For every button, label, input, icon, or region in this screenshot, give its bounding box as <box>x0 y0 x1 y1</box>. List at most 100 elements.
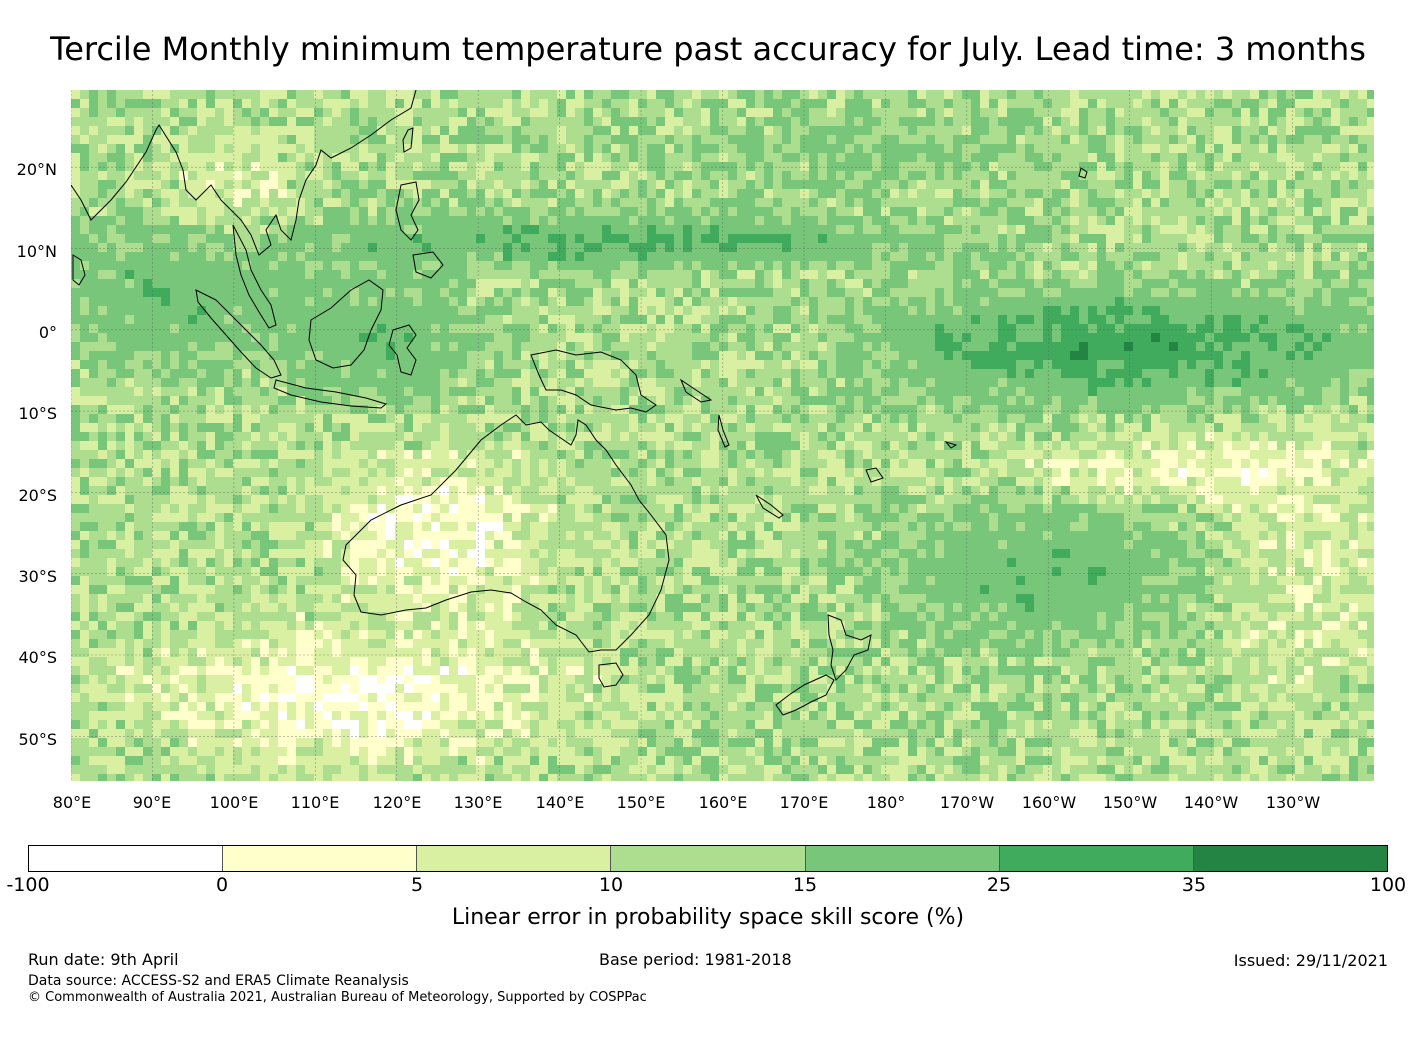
grid-cell <box>1358 153 1368 163</box>
grid-cell <box>530 279 540 289</box>
grid-cell <box>998 279 1008 289</box>
grid-cell <box>1151 117 1161 127</box>
grid-cell <box>899 288 909 298</box>
grid-cell <box>341 396 351 406</box>
grid-cell <box>350 333 360 343</box>
grid-cell <box>404 378 414 388</box>
grid-cell <box>1196 360 1206 370</box>
grid-cell <box>953 108 963 118</box>
grid-cell <box>1160 117 1170 127</box>
grid-cell <box>395 144 405 154</box>
grid-cell <box>1304 261 1314 271</box>
grid-cell <box>728 108 738 118</box>
grid-cell <box>683 90 693 100</box>
grid-cell <box>251 378 261 388</box>
grid-cell <box>251 342 261 352</box>
grid-cell <box>1178 360 1188 370</box>
grid-cell <box>143 135 153 145</box>
grid-cell <box>773 252 783 262</box>
grid-cell <box>1160 108 1170 118</box>
grid-cell <box>260 288 270 298</box>
grid-cell <box>377 387 387 397</box>
grid-cell <box>701 171 711 181</box>
grid-cell <box>611 225 621 235</box>
grid-cell <box>1196 270 1206 280</box>
grid-cell <box>773 243 783 253</box>
grid-cell <box>116 99 126 109</box>
grid-cell <box>854 207 864 217</box>
grid-cell <box>188 378 198 388</box>
grid-cell <box>1133 261 1143 271</box>
grid-cell <box>1322 351 1332 361</box>
grid-cell <box>944 270 954 280</box>
grid-cell <box>332 234 342 244</box>
grid-cell <box>422 369 432 379</box>
grid-cell <box>395 351 405 361</box>
grid-cell <box>1151 135 1161 145</box>
grid-cell <box>476 225 486 235</box>
grid-cell <box>728 297 738 307</box>
grid-cell <box>1232 108 1242 118</box>
grid-cell <box>998 108 1008 118</box>
grid-cell <box>431 324 441 334</box>
grid-cell <box>629 279 639 289</box>
grid-cell <box>1250 333 1260 343</box>
grid-cell <box>1016 351 1026 361</box>
grid-cell <box>206 153 216 163</box>
grid-cell <box>1322 306 1332 316</box>
grid-cell <box>143 342 153 352</box>
grid-cell <box>350 387 360 397</box>
grid-cell <box>1331 315 1341 325</box>
grid-cell <box>539 378 549 388</box>
grid-cell <box>314 198 324 208</box>
grid-cell <box>971 171 981 181</box>
grid-cell <box>1196 351 1206 361</box>
grid-cell <box>602 360 612 370</box>
grid-cell <box>80 396 90 406</box>
grid-cell <box>413 324 423 334</box>
grid-cell <box>665 360 675 370</box>
grid-cell <box>116 270 126 280</box>
grid-cell <box>998 171 1008 181</box>
grid-cell <box>341 117 351 127</box>
grid-cell <box>1196 99 1206 109</box>
grid-cell <box>314 315 324 325</box>
grid-cell <box>782 99 792 109</box>
grid-cell <box>161 333 171 343</box>
grid-cell <box>629 342 639 352</box>
grid-cell <box>476 189 486 199</box>
grid-cell <box>872 297 882 307</box>
grid-cell <box>692 279 702 289</box>
grid-cell <box>809 243 819 253</box>
grid-cell <box>692 225 702 235</box>
grid-cell <box>359 90 369 100</box>
grid-cell <box>1331 234 1341 244</box>
grid-cell <box>1223 90 1233 100</box>
grid-cell <box>179 315 189 325</box>
grid-cell <box>89 297 99 307</box>
grid-cell <box>278 270 288 280</box>
grid-cell <box>881 99 891 109</box>
grid-cell <box>1223 342 1233 352</box>
grid-cell <box>728 306 738 316</box>
grid-cell <box>197 297 207 307</box>
grid-cell <box>1115 243 1125 253</box>
grid-cell <box>764 117 774 127</box>
grid-cell <box>1034 360 1044 370</box>
grid-cell <box>1070 261 1080 271</box>
grid-cell <box>881 270 891 280</box>
grid-cell <box>431 198 441 208</box>
grid-cell <box>1295 324 1305 334</box>
grid-cell <box>1133 288 1143 298</box>
grid-cell <box>890 333 900 343</box>
grid-cell <box>890 135 900 145</box>
grid-cell <box>1259 198 1269 208</box>
grid-cell <box>809 171 819 181</box>
grid-cell <box>1025 279 1035 289</box>
grid-cell <box>773 99 783 109</box>
grid-cell <box>1034 108 1044 118</box>
grid-cell <box>80 171 90 181</box>
grid-cell <box>1214 387 1224 397</box>
grid-cell <box>584 234 594 244</box>
grid-cell <box>107 225 117 235</box>
